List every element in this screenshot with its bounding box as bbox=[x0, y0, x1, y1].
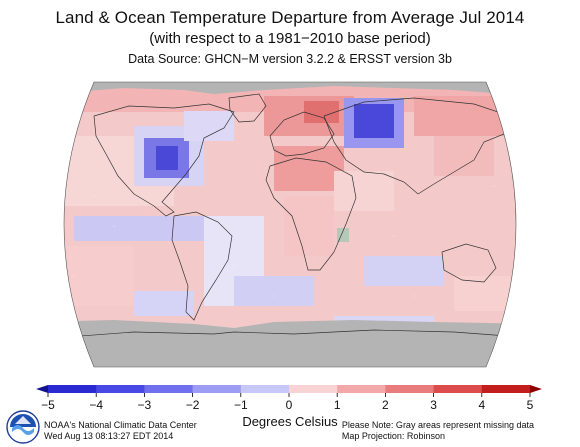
colorbar-tick-label: 3 bbox=[430, 398, 437, 412]
data-source: Data Source: GHCN−M version 3.2.2 & ERSS… bbox=[128, 52, 452, 66]
colorbar bbox=[36, 385, 542, 397]
africa-outline bbox=[265, 157, 357, 271]
grid-stipple bbox=[73, 185, 515, 297]
missing-data-arctic bbox=[64, 82, 516, 94]
colorbar-tick-label: 1 bbox=[333, 398, 341, 412]
colorbar-cell bbox=[289, 385, 338, 393]
colorbar-tick-label: 4 bbox=[478, 398, 486, 412]
colorbar-arrow-high bbox=[530, 385, 542, 393]
colorbar-cell bbox=[48, 385, 97, 393]
colorbar-cell bbox=[240, 385, 290, 393]
note-line: Please Note: Gray areas represent missin… bbox=[341, 420, 534, 430]
colorbar-tick-label: −3 bbox=[137, 398, 152, 412]
colorbar-cell bbox=[144, 385, 194, 393]
colorbar-tick-label: 2 bbox=[382, 398, 389, 412]
colorbar-cell bbox=[337, 385, 386, 393]
footer-left: NOAA's National Climatic Data Center Wed… bbox=[44, 420, 197, 442]
colorbar-unit-label: Degrees Celsius bbox=[242, 414, 338, 429]
greenland-outline bbox=[228, 93, 267, 123]
org-line: NOAA's National Climatic Data Center bbox=[44, 420, 197, 430]
colorbar-cell bbox=[192, 385, 242, 393]
projection-line: Map Projection: Robinson bbox=[341, 431, 445, 441]
antarctica-outline bbox=[64, 329, 516, 339]
date-line: Wed Aug 13 08:13:27 EDT 2014 bbox=[44, 431, 174, 441]
colorbar-tick-label: −2 bbox=[185, 398, 200, 412]
colorbar-cell bbox=[96, 385, 145, 393]
map-subtitle: (with respect to a 1981−2010 base period… bbox=[149, 30, 431, 47]
colorbar-tick-label: 5 bbox=[526, 398, 534, 412]
colorbar-cell bbox=[385, 385, 435, 393]
asia-outline bbox=[323, 97, 511, 195]
colorbar-cell bbox=[481, 385, 531, 393]
colorbar-tick-label: −4 bbox=[89, 398, 104, 412]
missing-data-antarctic bbox=[64, 320, 516, 367]
colorbar-arrow-low bbox=[36, 385, 48, 393]
continent-outlines bbox=[64, 93, 516, 339]
map-title: Land & Ocean Temperature Departure from … bbox=[55, 8, 525, 27]
north-america-outline bbox=[93, 103, 235, 217]
map-border bbox=[63, 81, 517, 368]
europe-outline bbox=[269, 111, 335, 157]
footer-right: Please Note: Gray areas represent missin… bbox=[342, 420, 534, 442]
colorbar-tick-label: 0 bbox=[285, 398, 293, 412]
noaa-logo-icon bbox=[6, 410, 40, 444]
south-america-outline bbox=[171, 211, 233, 321]
australia-outline bbox=[441, 243, 497, 283]
colorbar-tick-label: −5 bbox=[41, 398, 55, 412]
colorbar-tick-label: −1 bbox=[233, 398, 248, 412]
temperature-anomaly-map bbox=[63, 81, 517, 368]
colorbar-cell bbox=[433, 385, 483, 393]
